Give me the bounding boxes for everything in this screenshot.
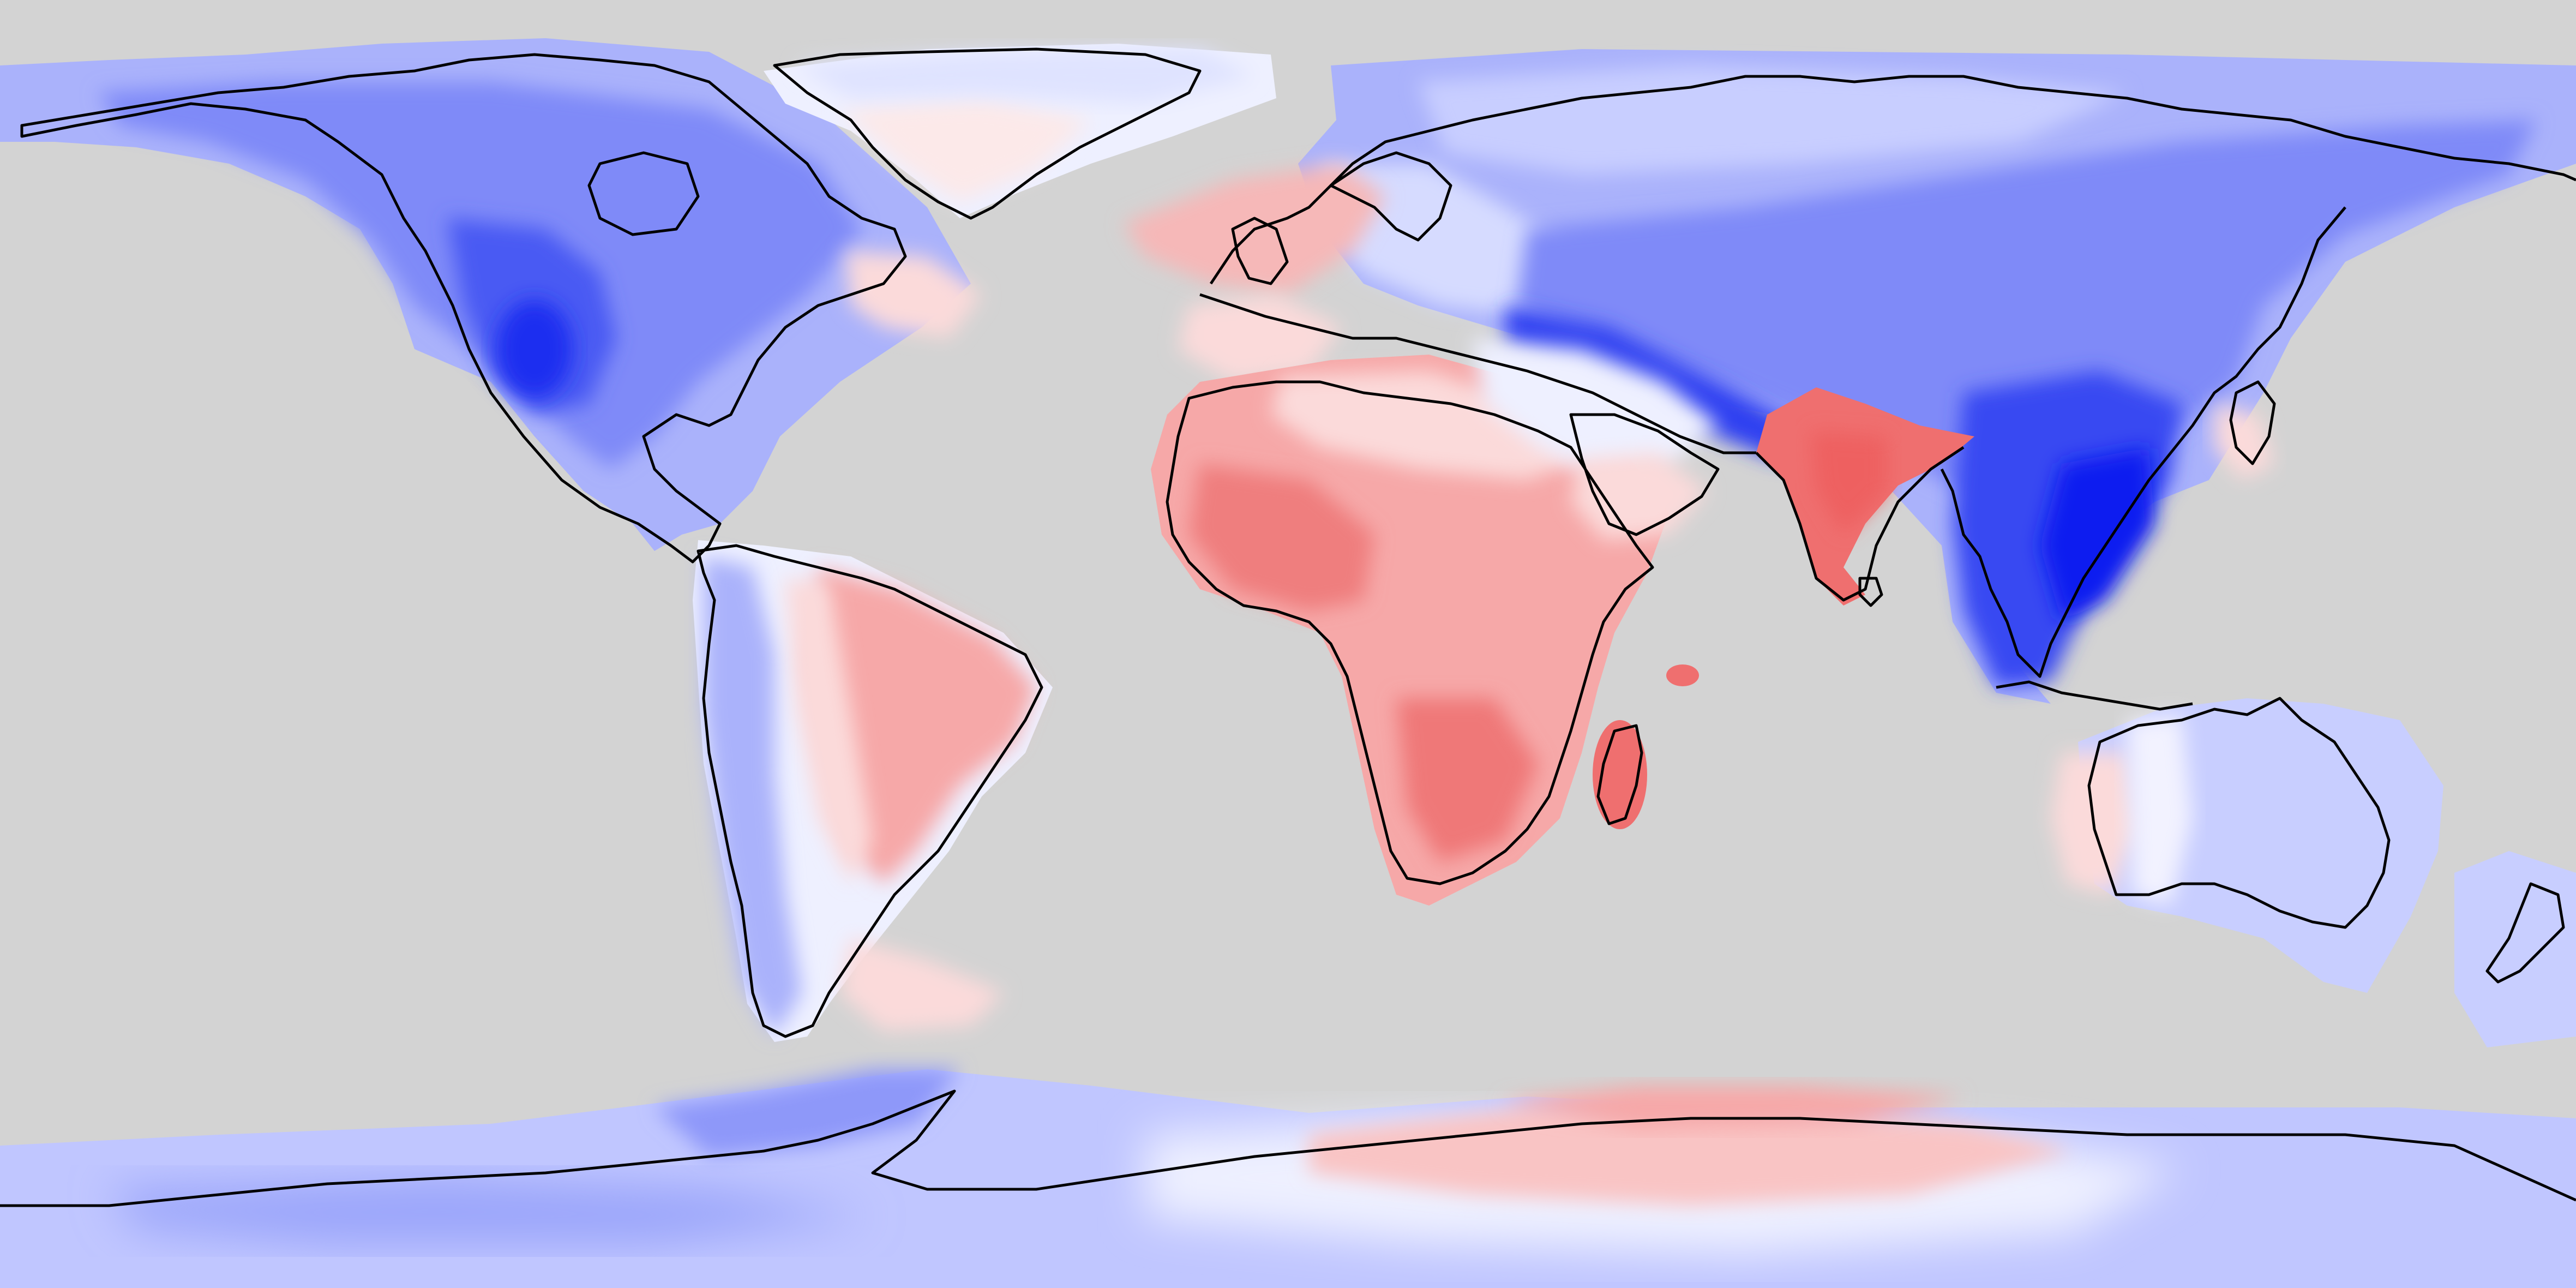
north-america-hotspot bbox=[496, 300, 573, 398]
asia-mid bbox=[1516, 120, 2536, 502]
antarctica-pink-edge bbox=[1500, 1086, 1963, 1129]
greenland-north bbox=[796, 49, 1254, 104]
region-greenland bbox=[764, 44, 1276, 218]
north-america-edge-pink bbox=[845, 251, 982, 338]
coastline-india bbox=[1755, 446, 1965, 602]
coastline-hudson-bay bbox=[587, 151, 700, 236]
coastline-arabia bbox=[1569, 413, 1720, 536]
coastline-australia bbox=[2087, 697, 2391, 929]
coastline-south-america bbox=[696, 544, 1043, 1038]
southeast-asia-hot bbox=[2040, 447, 2154, 622]
region-eurasia bbox=[1298, 49, 2576, 704]
coastline-sri-lanka bbox=[1858, 577, 1883, 607]
asia-north bbox=[1418, 65, 2127, 175]
region-africa bbox=[1151, 338, 1718, 906]
coastline-africa bbox=[1166, 380, 1654, 885]
region-north-america bbox=[0, 38, 982, 551]
region-south-america bbox=[693, 540, 1053, 1042]
region-india bbox=[1756, 387, 1974, 606]
south-america-central bbox=[785, 578, 873, 884]
africa-core bbox=[1189, 464, 1374, 611]
south-america-west bbox=[704, 556, 802, 1037]
iberia-pink bbox=[1178, 295, 1342, 382]
japan-pink bbox=[2214, 404, 2274, 480]
coastline-north-america bbox=[20, 53, 907, 564]
coastline-antarctica bbox=[0, 1089, 2576, 1207]
india-inner bbox=[1811, 431, 1887, 535]
coastline-east-asia bbox=[1940, 206, 2346, 678]
coastline-europe-south bbox=[1199, 293, 1756, 454]
coastline-new-zealand bbox=[2485, 882, 2565, 984]
coastline-indonesia bbox=[1996, 680, 2193, 711]
southern-africa-core bbox=[1396, 698, 1538, 862]
coastline-uk bbox=[1231, 217, 1289, 285]
australia-white-band bbox=[2127, 715, 2193, 906]
coastline-scandinavia bbox=[1329, 151, 1452, 242]
south-america-south-pink bbox=[840, 938, 1004, 1031]
coastline-greenland bbox=[773, 47, 1202, 220]
coastlines bbox=[0, 47, 2576, 1207]
greenland-warm bbox=[840, 98, 1091, 202]
antarctica-deep-west bbox=[109, 1178, 873, 1244]
coastline-madagascar bbox=[1596, 724, 1643, 825]
europe-light bbox=[1320, 164, 1571, 316]
coastline-japan bbox=[2229, 380, 2276, 465]
antarctic-peninsula bbox=[654, 1069, 960, 1157]
madagascar-hot bbox=[1593, 720, 1647, 829]
new-zealand-field bbox=[2454, 851, 2576, 1047]
mauritius-dot bbox=[1666, 664, 1699, 686]
